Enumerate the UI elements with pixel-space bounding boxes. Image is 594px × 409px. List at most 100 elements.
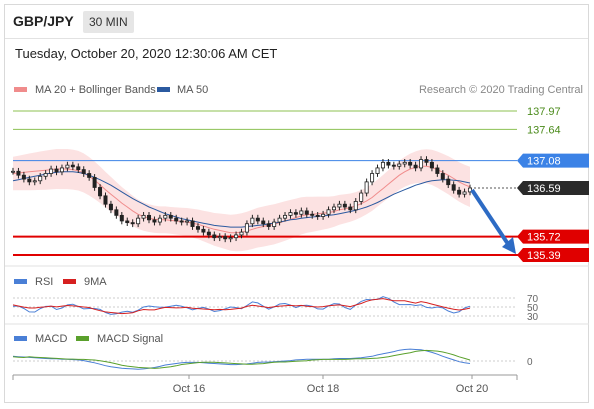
candle [163, 212, 168, 222]
candle-body [435, 167, 440, 174]
candle-body [152, 219, 157, 223]
x-tick-label: Oct 20 [456, 383, 488, 395]
candle-body [402, 161, 407, 165]
candle-body [424, 159, 429, 163]
candle-body [272, 221, 277, 227]
candle [299, 207, 304, 218]
candle [244, 220, 249, 236]
candle-body [147, 214, 152, 221]
chart-header: GBP/JPY 30 MIN [5, 5, 588, 39]
candle-body [195, 226, 200, 230]
candle-body [54, 168, 59, 173]
candle [337, 200, 342, 211]
candle-body [250, 217, 255, 225]
candle [38, 172, 43, 185]
candle [92, 174, 97, 191]
candle [185, 217, 190, 226]
level-label-137.64: 137.64 [527, 124, 561, 136]
candle [81, 166, 86, 177]
candle-body [255, 217, 260, 222]
candle-body [157, 217, 162, 223]
candle [234, 231, 239, 242]
candle-body [27, 178, 32, 183]
candle [348, 203, 353, 214]
candle-body [331, 206, 336, 211]
candle [370, 170, 375, 186]
interval-button[interactable]: 30 MIN [83, 11, 134, 33]
candle [304, 207, 309, 218]
candle [342, 200, 347, 211]
candle [141, 212, 146, 222]
forecast-arrow-head [502, 237, 516, 254]
candle [315, 212, 320, 220]
macd-tick-0: 0 [527, 357, 533, 368]
ma20-legend-swatch [14, 87, 27, 92]
rsi-legend-label: RSI [35, 276, 53, 288]
level-badge-shape [517, 181, 589, 196]
candle-body [141, 214, 146, 219]
candle [10, 167, 15, 175]
candle [277, 214, 282, 226]
level-badge-136.59: 136.59 [517, 181, 589, 196]
symbol-title: GBP/JPY [13, 13, 74, 29]
candle-body [413, 164, 418, 169]
candle-body [446, 178, 451, 186]
candle [201, 225, 206, 236]
candle [217, 233, 222, 242]
candle-body [32, 180, 37, 183]
candle-body [65, 164, 70, 169]
candle-body [348, 206, 353, 211]
candle-body [179, 220, 184, 223]
level-badge-shape [517, 229, 589, 244]
candle-body [223, 236, 228, 240]
candle [413, 161, 418, 172]
macd-legend-swatch [14, 336, 27, 341]
candle-body [163, 214, 168, 219]
level-badge-135.72: 135.72 [517, 229, 589, 244]
candle [467, 184, 472, 196]
candle [223, 233, 228, 243]
candle [168, 212, 173, 222]
candle-body [103, 195, 108, 205]
rsi-ma-line [12, 298, 471, 315]
rsi-tick-30: 30 [527, 312, 539, 323]
candle-body [304, 210, 309, 215]
level-badge-text: 137.08 [527, 156, 561, 168]
candle [331, 203, 336, 214]
candle-body [457, 189, 462, 195]
candle [391, 161, 396, 170]
level-badge-text: 136.59 [527, 183, 561, 195]
candle [419, 156, 424, 172]
candle-body [81, 169, 86, 174]
candle [114, 206, 119, 219]
candle [239, 228, 244, 239]
credit-text: Research © 2020 Trading Central [419, 84, 583, 96]
candle-body [277, 217, 282, 223]
candle [293, 209, 298, 218]
candle-body [283, 214, 288, 219]
candle-body [234, 234, 239, 239]
candle [228, 234, 233, 243]
candle [103, 192, 108, 208]
candle [457, 186, 462, 198]
candle-body [174, 217, 179, 222]
candle-body [38, 175, 43, 182]
candle [435, 164, 440, 177]
ma50-legend-label: MA 50 [177, 84, 208, 96]
candle-body [70, 164, 75, 168]
candle-body [429, 161, 434, 169]
candle [359, 189, 364, 205]
candle-body [212, 234, 217, 239]
candle-body [326, 209, 331, 215]
candle [364, 178, 369, 197]
candle [326, 206, 331, 218]
candle-body [16, 170, 21, 176]
candle-body [244, 223, 249, 233]
candle-body [76, 166, 81, 171]
candle [32, 177, 37, 186]
candle-body [408, 161, 413, 166]
candle-body [217, 236, 222, 239]
rsi-tick-50: 50 [527, 303, 539, 314]
x-tick-label: Oct 18 [307, 383, 339, 395]
